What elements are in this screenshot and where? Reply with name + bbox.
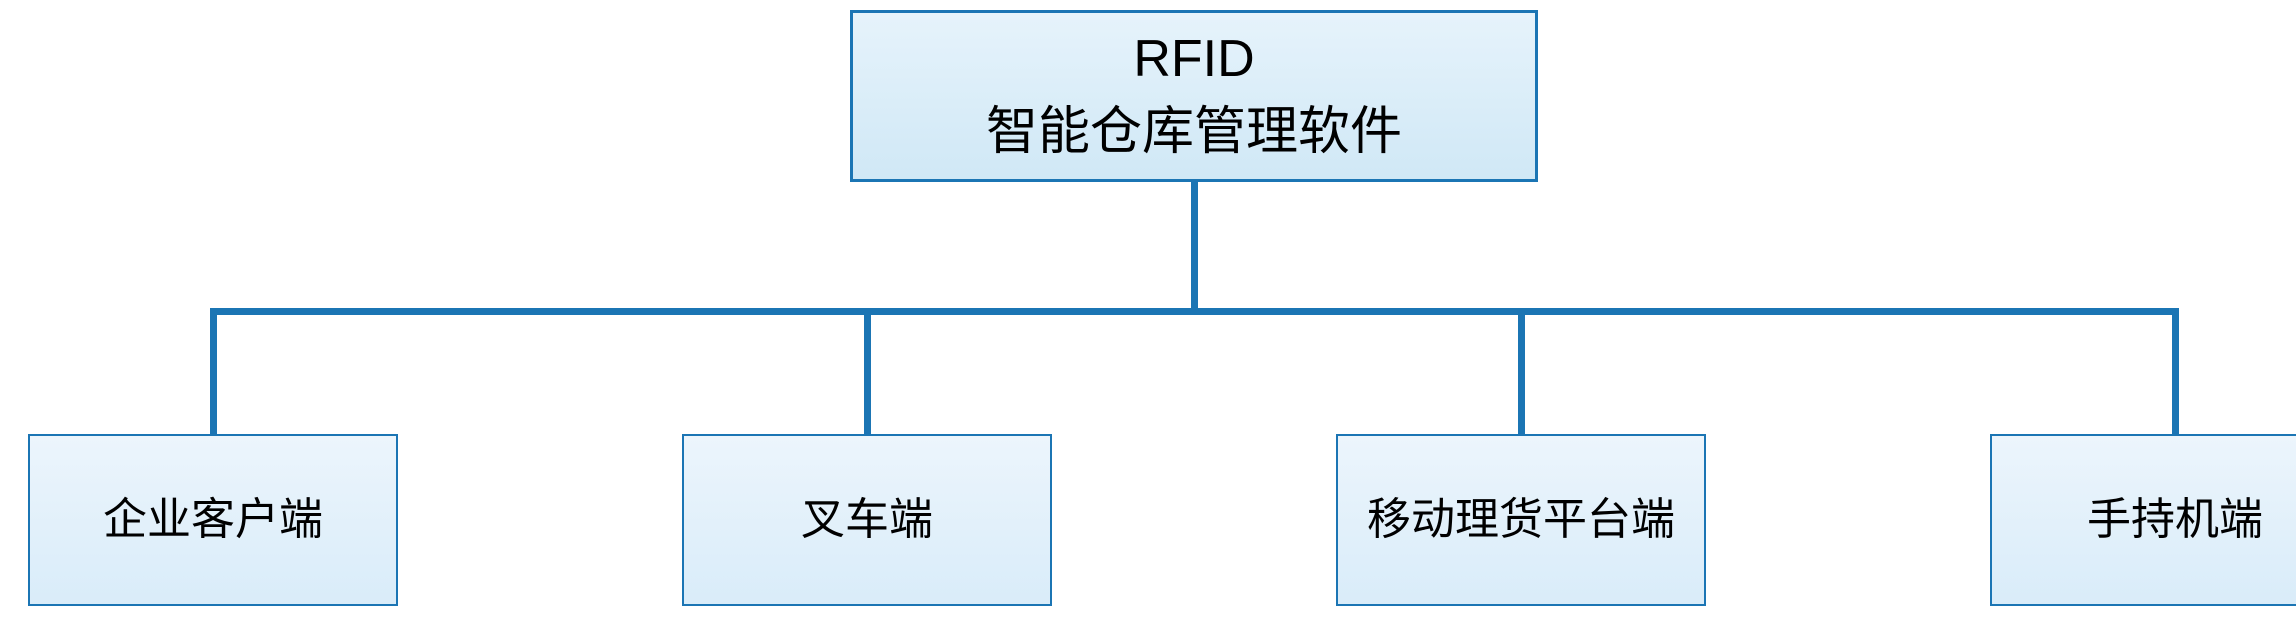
connector-drop-1 <box>864 308 871 434</box>
child-node-2: 移动理货平台端 <box>1336 434 1706 606</box>
connector-drop-3 <box>2172 308 2179 434</box>
child-node-3: 手持机端 <box>1990 434 2296 606</box>
child-node-0: 企业客户端 <box>28 434 398 606</box>
root-node-line1: RFID <box>1133 23 1254 96</box>
connector-horizontal <box>210 308 2179 315</box>
child-node-label: 移动理货平台端 <box>1367 489 1675 551</box>
connector-drop-2 <box>1518 308 1525 434</box>
child-node-label: 企业客户端 <box>103 489 323 551</box>
root-node-line2: 智能仓库管理软件 <box>986 96 1402 169</box>
connector-trunk <box>1191 182 1198 315</box>
child-node-label: 手持机端 <box>2087 489 2263 551</box>
child-node-1: 叉车端 <box>682 434 1052 606</box>
child-node-label: 叉车端 <box>801 489 933 551</box>
connector-drop-0 <box>210 308 217 434</box>
root-node: RFID智能仓库管理软件 <box>850 10 1538 182</box>
